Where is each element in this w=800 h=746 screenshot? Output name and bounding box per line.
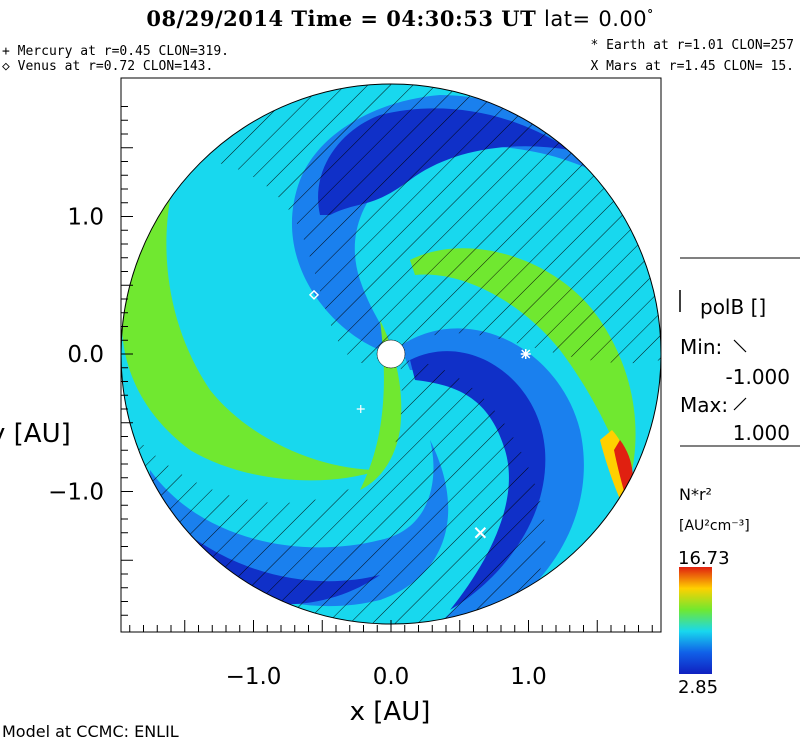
mercury-marker-icon	[356, 405, 365, 413]
colorbar-min-label: 2.85	[678, 677, 718, 698]
mars-text: Mars at r=1.45 CLON= 15.	[606, 59, 794, 74]
planet-info-mercury: + Mercury at r=0.45 CLON=319.	[2, 44, 229, 59]
planet-markers	[308, 289, 531, 539]
venus-marker: ◇	[2, 59, 10, 74]
time-label: Time	[291, 6, 353, 31]
x-tick-label: 0.0	[373, 664, 410, 690]
venus-text: Venus at r=0.72 CLON=143.	[17, 59, 214, 74]
earth-marker-icon	[520, 349, 531, 359]
max-hatch-icon	[733, 397, 747, 411]
lat-label: lat=	[544, 7, 591, 31]
planet-info-earth: * Earth at r=1.01 CLON=257	[591, 38, 795, 53]
lat-value: 0.00	[598, 7, 648, 31]
polarity-sector-hatch-s	[121, 360, 546, 624]
mars-marker: X	[590, 59, 599, 74]
min-value: -1.000	[726, 365, 790, 389]
density-unit: [AU²cm⁻³]	[679, 518, 750, 534]
mercury-marker: +	[2, 44, 10, 59]
date-text: 08/29/2014	[146, 6, 284, 31]
polarity-sector-hatch-n	[121, 84, 661, 364]
venus-marker-icon	[308, 289, 320, 300]
time-value: 04:30:53 UT	[386, 6, 537, 31]
earth-text: Earth at r=1.01 CLON=257	[606, 38, 794, 53]
x-tick-label: −1.0	[226, 664, 282, 690]
high-density-arm-w	[122, 200, 380, 481]
x-axis-title: x [AU]	[350, 697, 431, 727]
earth-marker: *	[590, 38, 599, 53]
x-tick-label: 1.0	[510, 664, 547, 690]
chart-title: 08/29/2014 Time = 04:30:53 UT lat= 0.00°	[146, 6, 654, 31]
model-credit: Model at CCMC: ENLIL	[2, 722, 179, 741]
polarity-title: polB []	[700, 295, 766, 319]
y-tick-label: 1.0	[67, 205, 104, 231]
max-label: Max:	[680, 393, 728, 417]
mercury-text: Mercury at r=0.45 CLON=319.	[17, 44, 229, 59]
y-tick-label: 0.0	[67, 342, 104, 368]
y-tick-label: −1.0	[48, 480, 104, 506]
min-label: Min:	[680, 335, 722, 359]
lat-unit: °	[647, 7, 654, 21]
colorbar-max-label: 16.73	[678, 548, 730, 569]
y-axis-title: y [AU]	[0, 419, 71, 449]
min-hatch-icon	[733, 339, 747, 353]
density-title: N*r²	[679, 485, 712, 504]
density-colorbar	[679, 567, 712, 674]
max-value: 1.000	[733, 421, 790, 445]
sun-disk	[376, 339, 406, 369]
planet-info-mars: X Mars at r=1.45 CLON= 15.	[591, 59, 795, 74]
planet-info-venus: ◇ Venus at r=0.72 CLON=143.	[2, 59, 213, 74]
mars-marker-icon	[474, 527, 487, 539]
axis-ticks: −1.0 0.0 1.0 1.0 0.0 −1.0	[48, 106, 653, 690]
